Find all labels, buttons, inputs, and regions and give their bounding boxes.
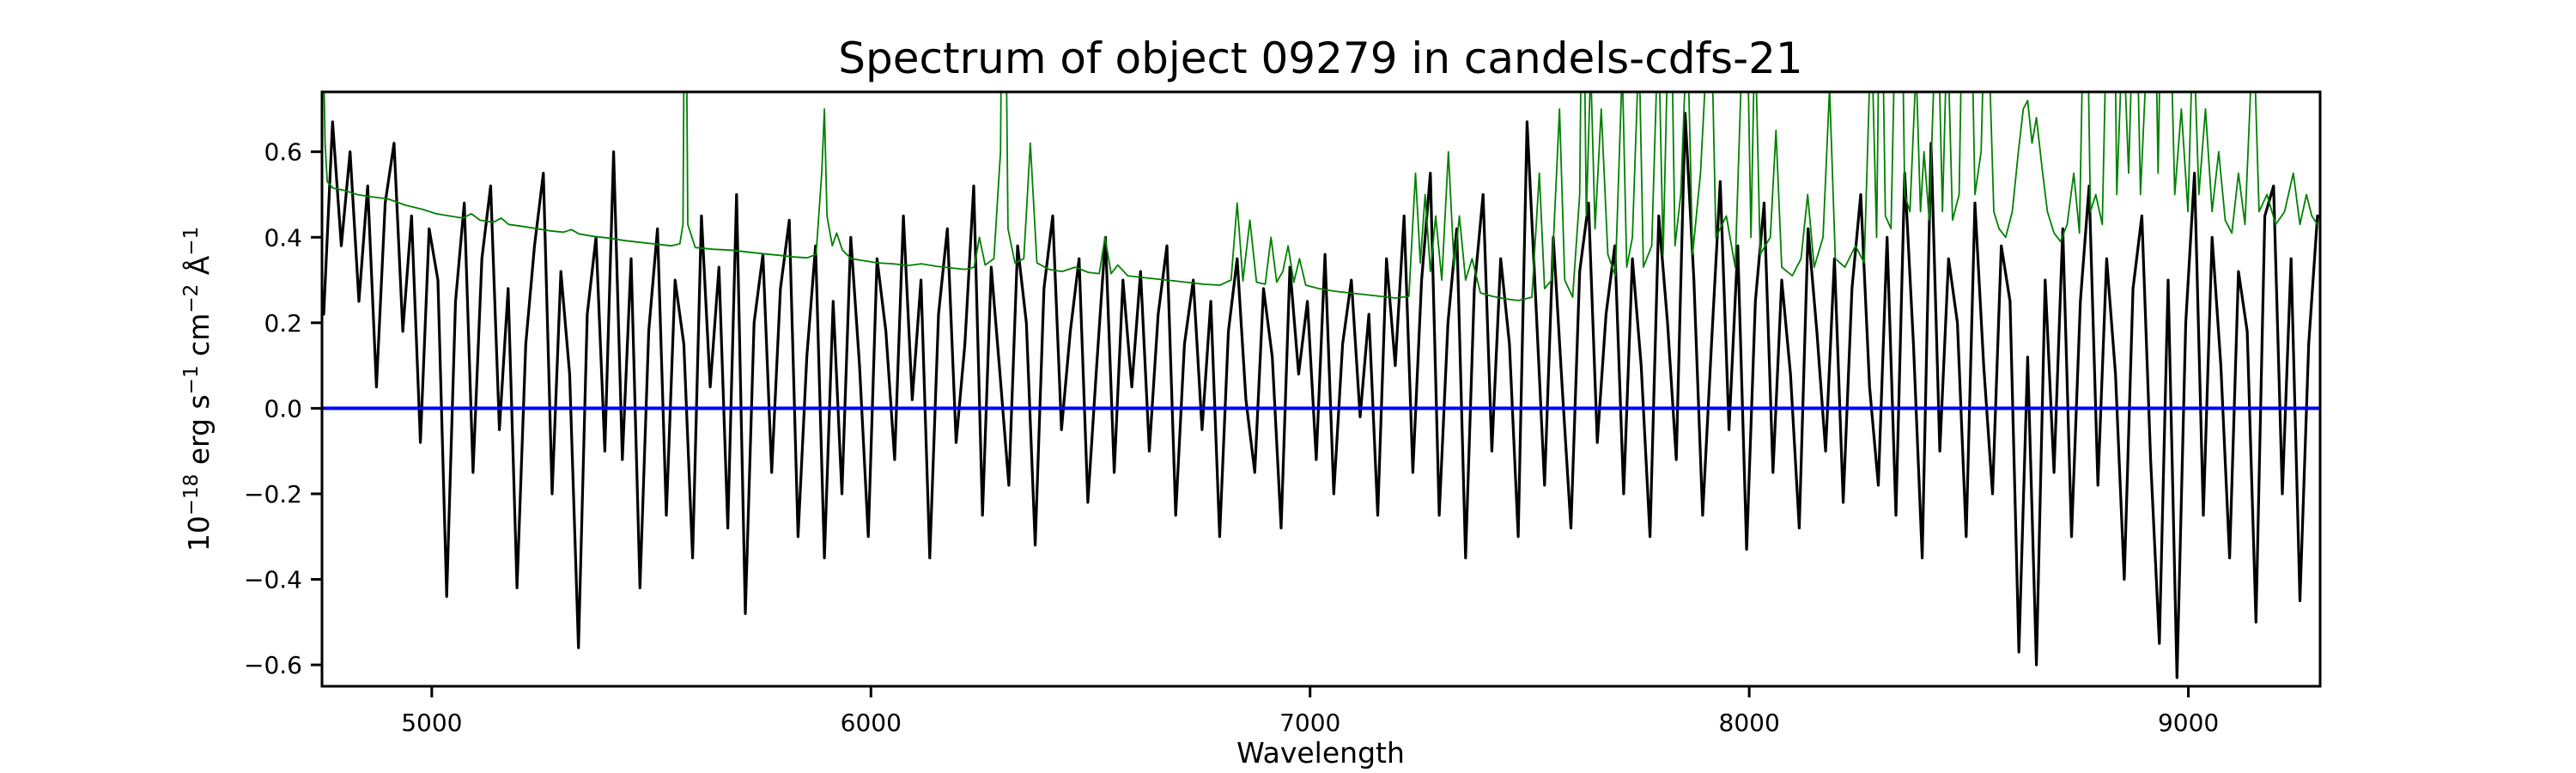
- x-axis-label: Wavelength: [1236, 736, 1405, 770]
- flux-line: [322, 112, 2319, 679]
- x-tick-label: 5000: [401, 709, 462, 737]
- axes-border: [320, 90, 2322, 688]
- y-tick-label: 0.6: [264, 138, 302, 167]
- x-tick-label: 7000: [1279, 709, 1340, 737]
- y-axis-label: 10−18 erg s−1 cm−2 Å−1: [180, 227, 216, 552]
- y-tick-label: 0.2: [264, 309, 302, 338]
- x-tick-label: 9000: [2158, 709, 2219, 737]
- y-tick-label: 0.4: [264, 223, 302, 252]
- data-series-group: [322, 92, 2320, 679]
- y-tick-label: 0.0: [264, 394, 302, 423]
- y-tick-label: −0.6: [244, 651, 302, 679]
- x-tick-label: 8000: [1719, 709, 1780, 737]
- y-tick-label: −0.2: [244, 480, 302, 508]
- x-tick-label: 6000: [841, 709, 902, 737]
- noise-line: [323, 92, 2318, 301]
- y-tick-label: −0.4: [244, 566, 302, 594]
- x-axis-ticks: 5000 6000 7000 8000 9000: [401, 686, 2219, 737]
- chart-title: Spectrum of object 09279 in candels-cdfs…: [838, 33, 1803, 83]
- y-axis-ticks: 0.6 0.4 0.2 0.0 −0.2 −0.4 −0.6: [244, 138, 322, 679]
